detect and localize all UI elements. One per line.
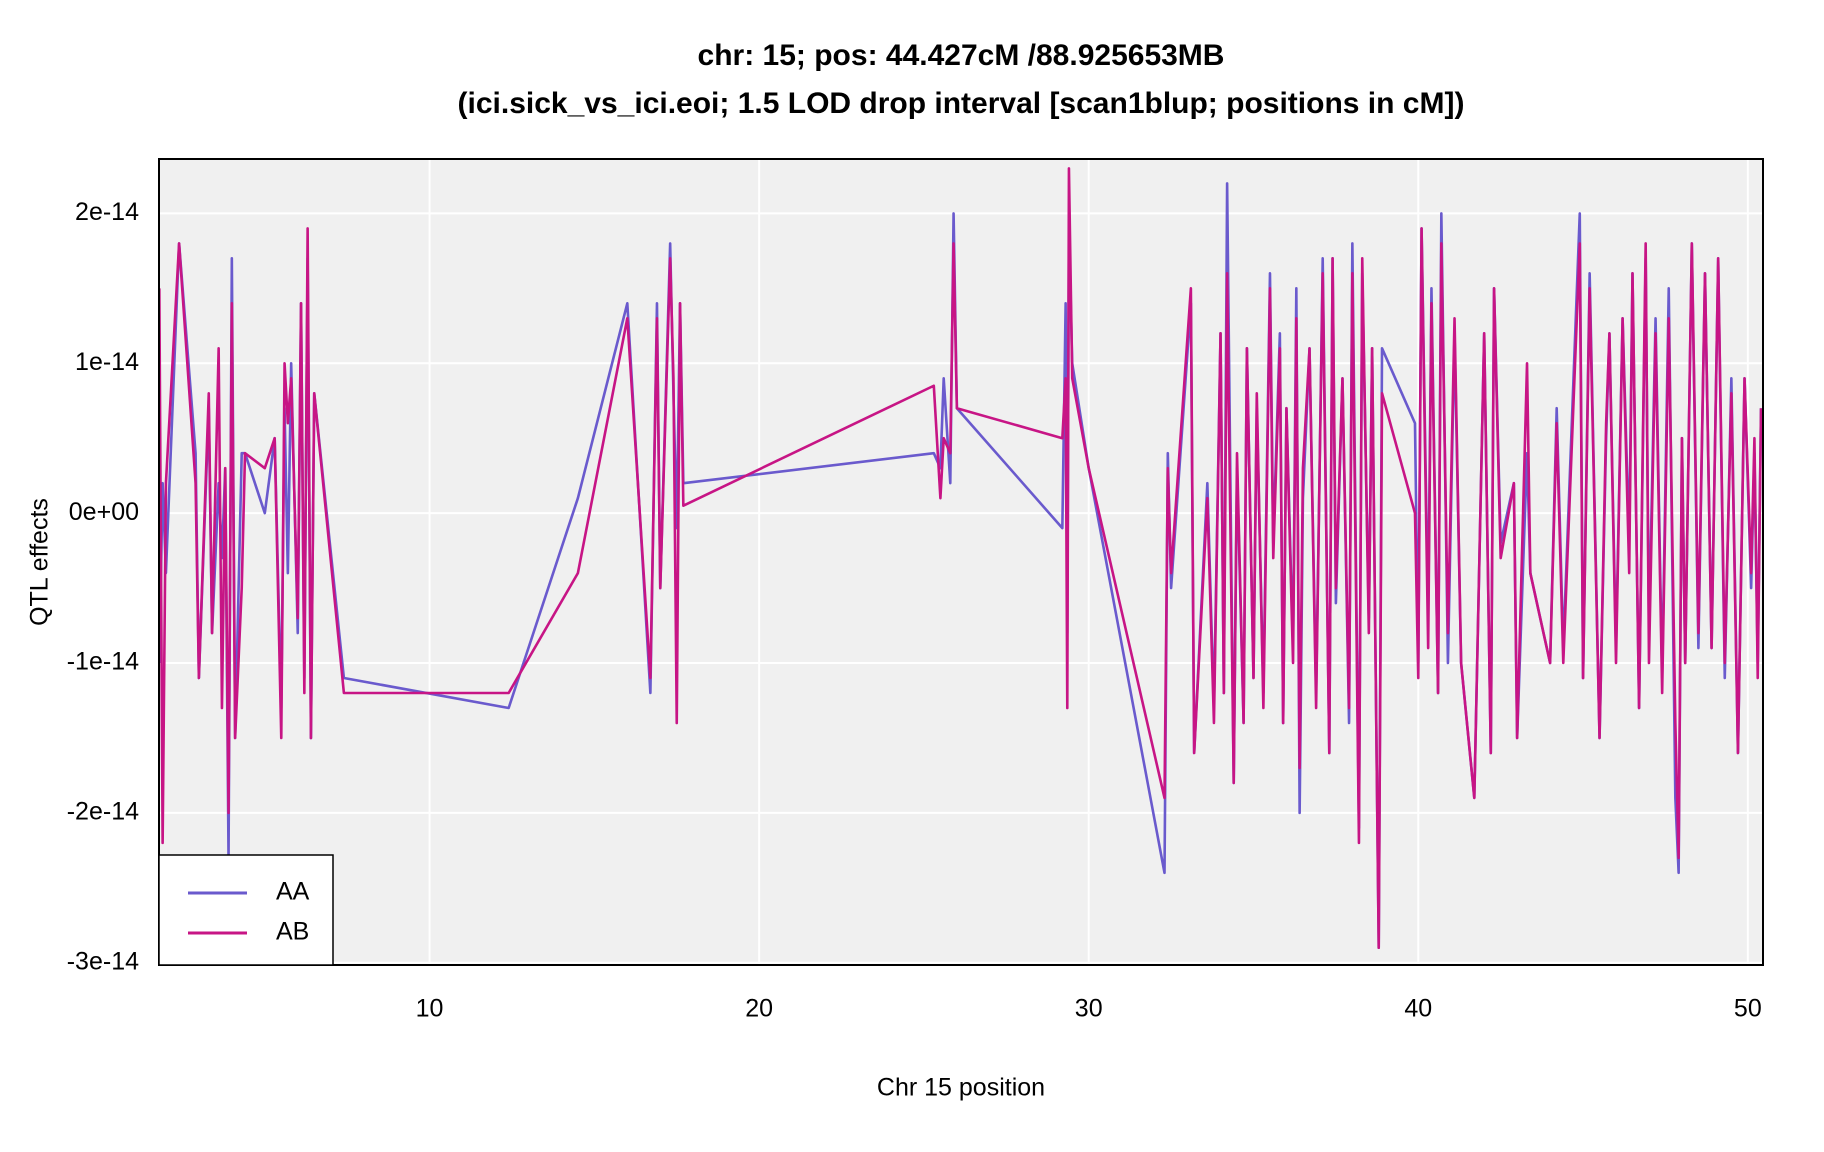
x-tick-label: 40 [1404, 995, 1432, 1023]
y-tick-label: 0e+00 [69, 498, 139, 526]
plot-background [159, 159, 1763, 965]
chart-title: chr: 15; pos: 44.427cM /88.925653MB [698, 39, 1225, 72]
y-tick-label: -3e-14 [67, 947, 139, 975]
y-tick-label: -1e-14 [67, 648, 139, 676]
y-tick-label: -2e-14 [67, 797, 139, 825]
x-tick-label: 30 [1075, 995, 1103, 1023]
legend-box [158, 854, 334, 966]
y-axis-label: QTL effects [26, 498, 54, 626]
chart-subtitle: (ici.sick_vs_ici.eoi; 1.5 LOD drop inter… [458, 87, 1465, 120]
legend-label: AA [276, 878, 310, 906]
y-tick-label: 1e-14 [75, 348, 139, 376]
series-line [159, 167, 1763, 950]
y-tick-label: 2e-14 [75, 198, 139, 226]
plot-frame [158, 158, 1764, 966]
legend-label: AB [276, 918, 309, 946]
x-tick-label: 10 [416, 995, 444, 1023]
x-axis-label: Chr 15 position [877, 1074, 1045, 1102]
legend: AA AB [158, 854, 334, 966]
x-tick-label: 20 [745, 995, 773, 1023]
x-tick-label: 50 [1734, 995, 1762, 1023]
lines [159, 167, 1763, 950]
